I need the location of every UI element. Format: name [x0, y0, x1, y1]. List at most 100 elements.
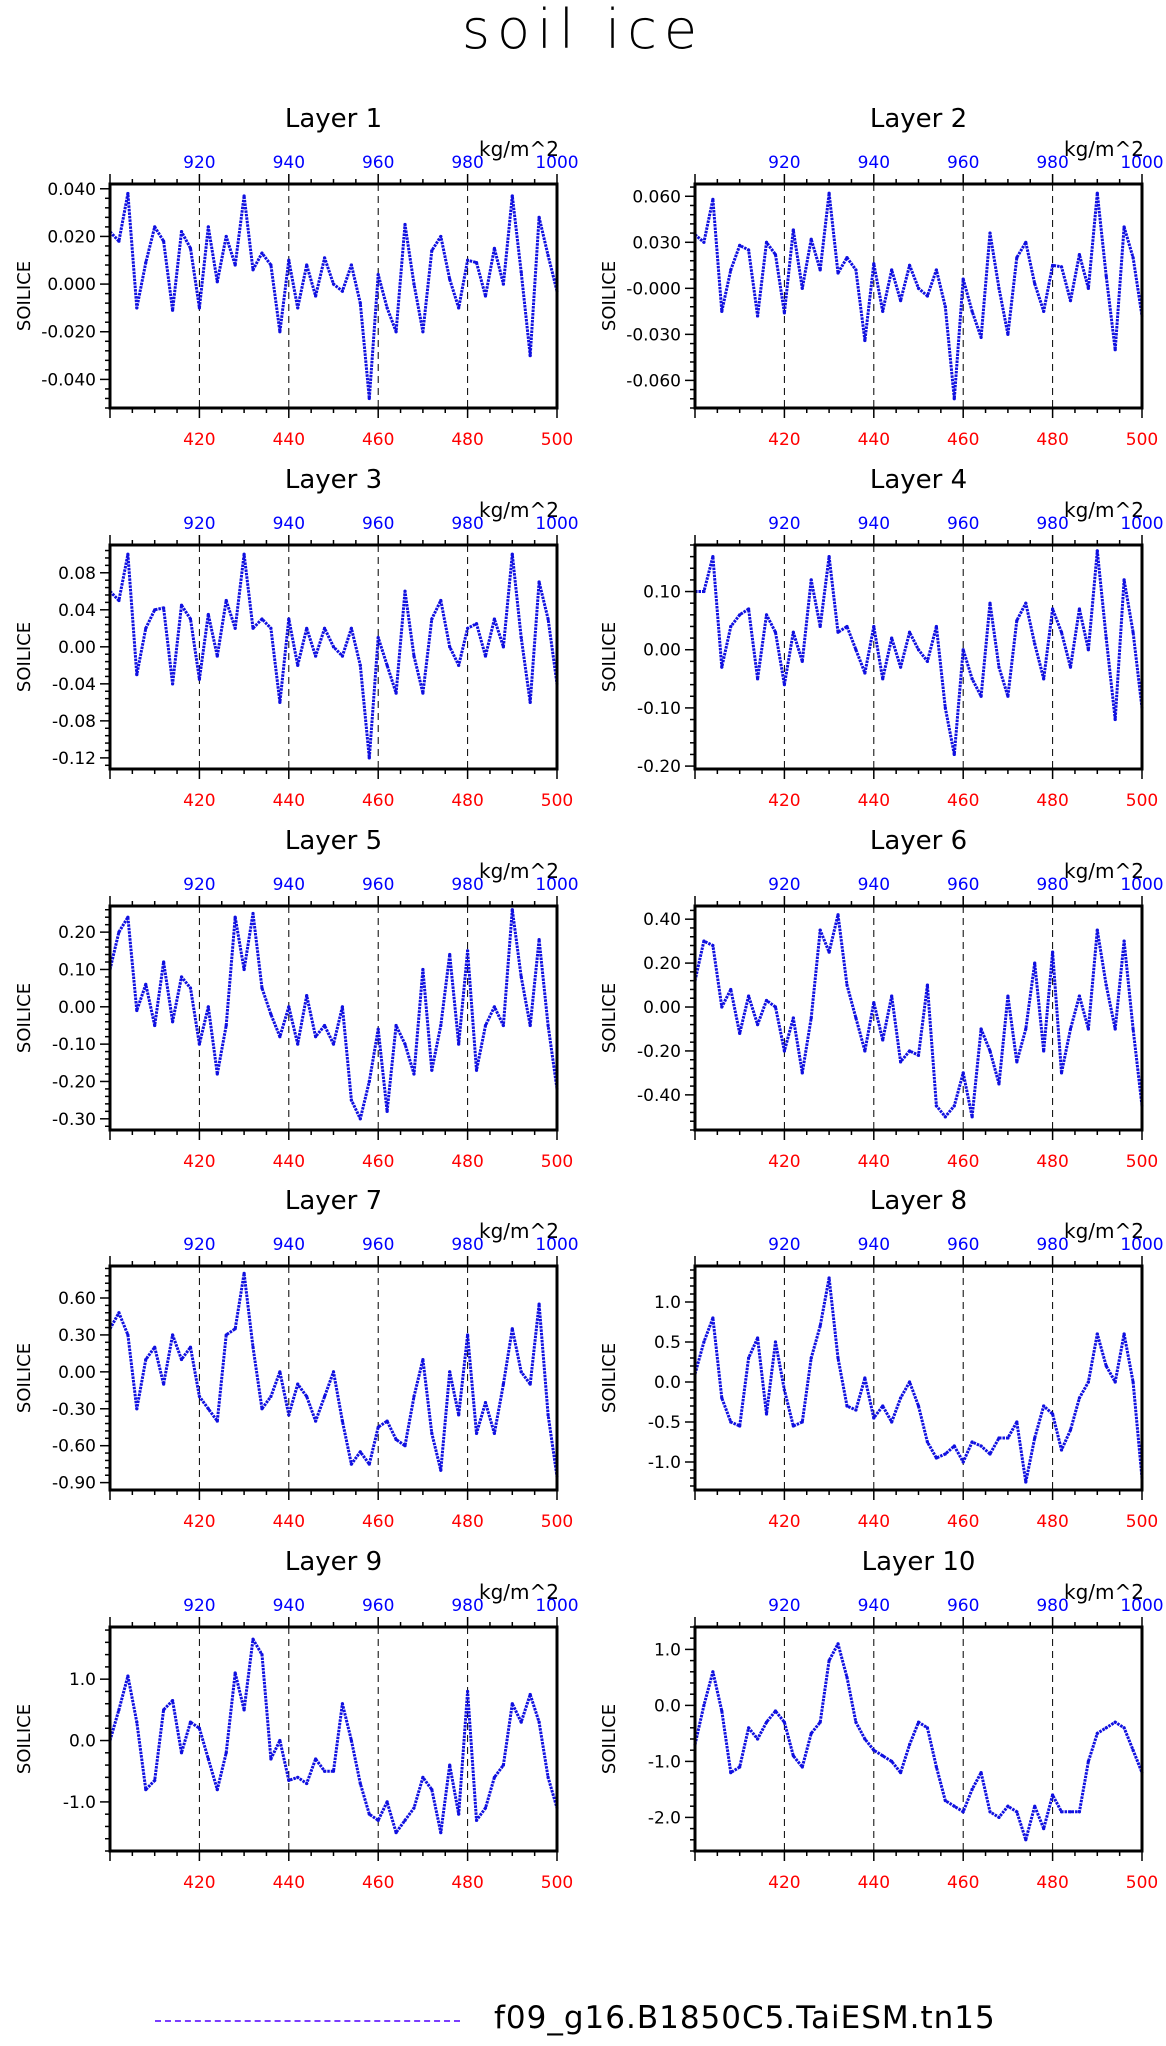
top-tick-label: 980 — [451, 153, 483, 173]
data-point — [800, 1420, 804, 1424]
data-point — [197, 677, 201, 681]
data-point — [492, 1431, 497, 1435]
y-tick-label: 0.10 — [58, 960, 96, 980]
data-point — [385, 1800, 389, 1804]
data-point — [162, 239, 166, 243]
data-point — [1113, 1027, 1117, 1031]
data-point — [961, 1810, 965, 1814]
data-point — [916, 1720, 921, 1724]
data-point — [242, 1271, 246, 1275]
data-point — [890, 1759, 894, 1763]
series-line — [108, 1637, 559, 1835]
data-point — [135, 1008, 139, 1013]
data-point — [1042, 1827, 1046, 1831]
data-point — [215, 1072, 219, 1076]
data-point — [702, 240, 706, 244]
top-tick-label: 940 — [858, 153, 890, 173]
data-point — [385, 306, 389, 310]
data-point — [340, 654, 345, 658]
legend: f09_g16.B1850C5.TaiESM.tn15 — [0, 1998, 1166, 2042]
y-tick-label: 1.0 — [69, 1670, 96, 1690]
data-point — [179, 1357, 184, 1362]
y-tick-label: 0.5 — [654, 1333, 681, 1353]
data-point — [144, 1788, 148, 1792]
data-point — [483, 1401, 488, 1405]
x-tick-label: 440 — [858, 791, 890, 811]
top-tick-label: 1000 — [535, 1235, 578, 1255]
chart-title: Layer 4 — [870, 465, 967, 495]
x-tick-label: 420 — [183, 430, 215, 450]
data-point — [1024, 1480, 1028, 1484]
x-tick-label: 420 — [183, 1152, 215, 1172]
top-tick-label: 920 — [183, 153, 215, 173]
data-point — [537, 215, 541, 219]
top-axis-unit: kg/m^2 — [479, 859, 559, 883]
data-point — [881, 677, 885, 681]
data-point — [466, 626, 470, 630]
data-point — [773, 1005, 778, 1009]
top-tick-label: 940 — [273, 1235, 305, 1255]
data-point — [439, 598, 443, 603]
data-point — [747, 1356, 751, 1360]
data-point — [943, 305, 947, 309]
data-point — [144, 1357, 148, 1362]
data-point — [483, 294, 488, 298]
data-point — [711, 1670, 715, 1674]
chart-5: Layer 5 kg/m^2 SOILICE 420 440 460 480 500 920 94… — [14, 826, 579, 1172]
data-point — [773, 1340, 778, 1344]
data-point — [179, 1751, 184, 1755]
data-point — [1033, 1804, 1037, 1808]
y-tick-label: -0.08 — [52, 712, 96, 732]
data-point — [331, 1042, 336, 1046]
data-point — [170, 308, 175, 312]
data-point — [483, 1023, 488, 1028]
data-point — [546, 617, 550, 621]
data-point — [755, 314, 760, 318]
data-point — [854, 268, 858, 272]
x-tick-label: 440 — [858, 1152, 890, 1172]
x-tick-label: 440 — [858, 430, 890, 450]
y-tick-label: -0.020 — [41, 323, 96, 343]
data-point — [997, 286, 1001, 290]
data-point — [818, 1720, 822, 1724]
data-point — [1059, 1448, 1064, 1452]
data-point — [162, 1708, 166, 1712]
top-tick-label: 960 — [947, 153, 979, 173]
data-point — [466, 1333, 470, 1337]
chart-title: Layer 2 — [870, 104, 967, 134]
data-point — [711, 197, 715, 201]
data-point — [1122, 939, 1126, 943]
data-point — [845, 983, 849, 987]
data-point — [144, 626, 148, 630]
data-point — [1131, 1027, 1135, 1031]
data-point — [782, 1388, 787, 1392]
top-axis-unit: kg/m^2 — [479, 498, 559, 522]
x-tick-label: 460 — [362, 1873, 394, 1893]
data-point — [501, 1382, 505, 1386]
y-tick-label: -0.040 — [41, 370, 96, 390]
data-point — [854, 1720, 858, 1724]
data-point — [1122, 578, 1126, 582]
data-point — [916, 648, 921, 652]
data-point — [925, 983, 930, 987]
data-point — [305, 263, 309, 267]
data-point — [1068, 299, 1073, 303]
data-point — [430, 1068, 434, 1072]
data-point — [117, 598, 121, 603]
series-line — [693, 1642, 1144, 1842]
data-point — [747, 248, 751, 252]
data-point — [510, 1702, 514, 1706]
y-tick-label: -0.04 — [52, 675, 96, 695]
data-point — [782, 1049, 787, 1053]
data-point — [1095, 191, 1099, 195]
data-point — [809, 1356, 813, 1360]
data-point — [1122, 1726, 1126, 1730]
data-point — [890, 1420, 894, 1424]
data-point — [430, 1788, 434, 1792]
data-point — [1104, 274, 1108, 278]
top-tick-label: 960 — [362, 1596, 394, 1616]
plot-frame — [108, 543, 559, 771]
data-point — [827, 555, 831, 559]
data-point — [934, 1104, 938, 1108]
data-point — [135, 1407, 139, 1411]
